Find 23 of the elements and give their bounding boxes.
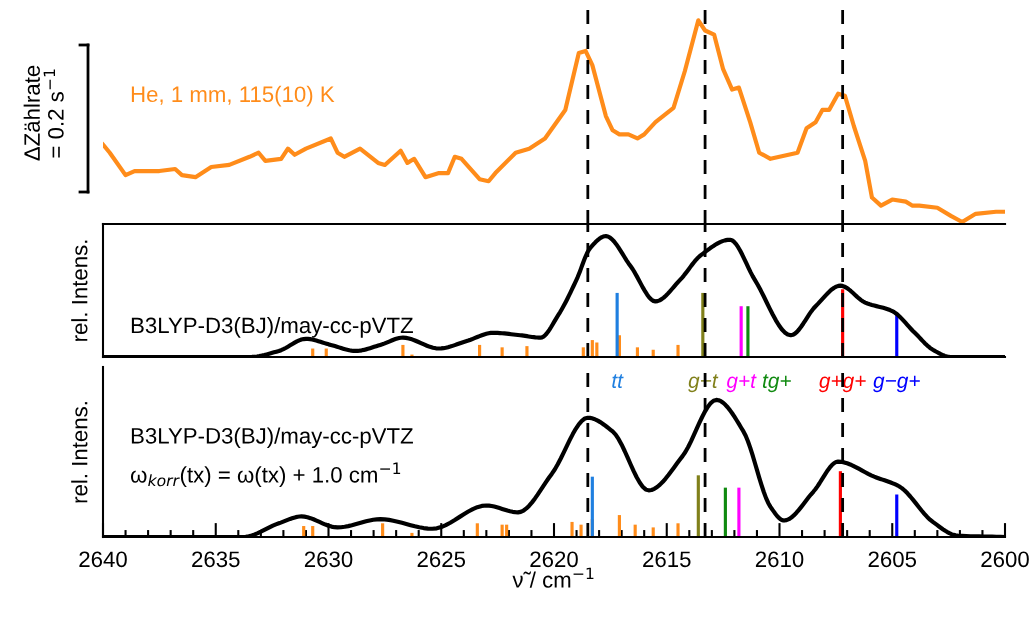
series-label: tg+ [762,374,791,393]
x-tick-label: 2640 [79,551,127,568]
series-label: g−t [688,374,719,393]
y-axis-title: rel. Intens. [71,240,88,341]
series-label: g−g+ [873,375,920,393]
series-label: g+g+ [818,375,866,393]
series-label: g+t [726,374,757,393]
x-tick-label: 2630 [304,551,353,568]
x-tick-label: 2605 [868,551,917,568]
annotation: ω$_{korr}$(tx) = ω(tx) + 1.0 cm$^{−1}$ [130,462,401,488]
annotation: B3LYP-D3(BJ)/may-cc-pVTZ [131,316,413,338]
y-axis-title: rel. Intens. [71,402,88,503]
x-tick-label: 2625 [417,551,466,568]
annotation: He, 1 mm, 115(10) K [131,85,335,107]
annotation: B3LYP-D3(BJ)/may-cc-pVTZ [131,427,413,449]
series-label: tt [612,374,624,389]
x-tick-label: 2615 [643,551,691,568]
x-axis-title: ν̃ / cm$^{−1}$ [512,567,594,588]
x-tick-label: 2610 [755,551,804,568]
x-tick-label: 2635 [192,551,240,568]
y-axis-title: ΔZählrate = 0.2 s$^{−1}$ [23,65,64,161]
x-tick-label: 2600 [981,551,1029,568]
x-tick-label: 2620 [530,551,578,568]
